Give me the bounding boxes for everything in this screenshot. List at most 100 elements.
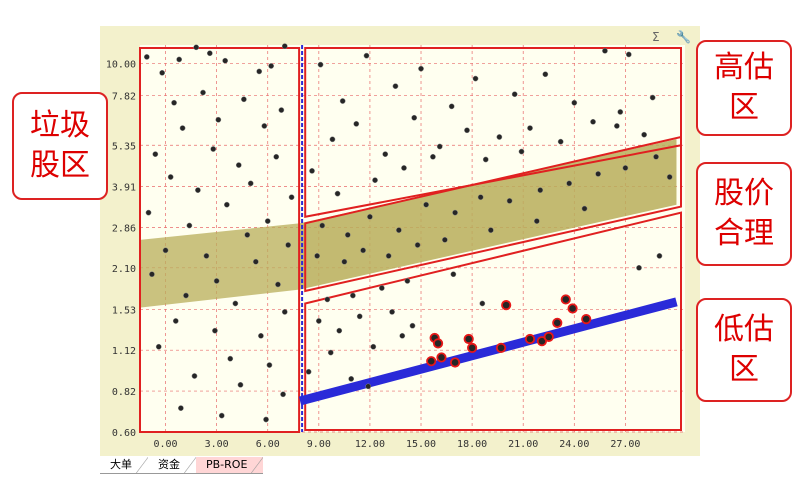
scatter-point [442,236,448,243]
scatter-point [305,368,312,375]
scatter-point [159,69,165,76]
scatter-point [327,349,334,356]
scatter-point [348,376,355,382]
scatter-point [212,327,218,334]
y-tick-label: 5.35 [112,141,136,152]
callout-undervalued-zone: 低估区 [696,298,792,402]
y-tick-label: 0.60 [112,428,136,439]
scatter-point [256,68,263,75]
scatter-point [183,292,189,299]
scatter-point [285,242,292,248]
junk-zone-outline [139,47,301,433]
undervalued-zone-outline [304,211,682,431]
scatter-point [566,180,573,187]
x-tick-label: 15.00 [406,439,436,450]
scatter-point [518,148,525,155]
scatter-point [275,281,281,288]
scatter-point [261,123,268,129]
wrench-icon[interactable]: 🔧 [676,30,691,44]
scatter-point [213,278,220,284]
scatter-point [336,327,343,334]
scatter-point [641,131,647,138]
sigma-icon[interactable]: Σ [652,30,660,44]
scatter-point [309,168,315,174]
scatter-point [399,332,406,339]
scatter-point [666,174,673,180]
scatter-point [317,61,324,68]
scatter-point [479,300,486,307]
scatter-point [244,232,251,238]
scatter-point [452,209,458,216]
scatter-point [178,405,184,411]
scatter-point [423,201,429,208]
scatter-point [341,258,348,265]
scatter-point [496,134,503,140]
scatter-point [448,103,455,110]
scatter-point [396,227,402,233]
scatter-point [360,247,366,254]
scatter-point [152,151,159,157]
scatter-point [155,343,162,350]
scatter-point [656,253,663,259]
scatter-point [162,247,169,254]
scatter-point [314,253,320,259]
y-tick-label: 2.86 [112,223,136,234]
axis-ticks: 0.00 3.00 6.00 9.00 12.00 15.00 18.00 21.00 24.0… [106,59,641,450]
scatter-point [581,205,588,212]
scatter-point [200,89,206,96]
scatter-point [329,136,336,143]
scatter-point [590,118,596,125]
scatter-point [418,65,424,72]
callout-junk-zone: 垃圾股区 [12,92,108,200]
scatter-point [557,138,564,145]
x-tick-label: 24.00 [559,439,589,450]
y-tick-label: 10.00 [106,59,136,70]
scatter-point [595,171,601,177]
scatter-point [252,258,259,265]
scatter-point [258,332,264,339]
scatter-point [266,362,273,368]
scatter-point [339,98,346,104]
scatter-point [278,107,285,113]
scatter-point [247,180,254,187]
x-tick-label: 12.00 [355,439,385,450]
highlighted-point [567,303,578,314]
scatter-point [145,209,152,216]
highlighted-point [463,333,474,345]
tab-big-order[interactable]: 大单 [100,457,148,474]
bottom-tabs: 大单 资金 PB-ROE [100,457,264,474]
scatter-point [385,253,392,259]
scatter-point [172,318,179,324]
scatter-point [237,381,244,388]
scatter-point [241,96,247,103]
scatter-point [167,174,174,180]
scatter-point [430,153,436,160]
scatter-point [571,99,578,106]
tab-pb-roe[interactable]: PB-ROE [196,457,264,474]
highlighted-point [495,342,507,353]
highlighted-points [426,294,592,368]
y-tick-label: 0.82 [112,387,136,398]
scatter-point [334,190,341,197]
scatter-point [273,153,280,160]
scatter-point [365,383,372,390]
scatter-point [511,91,518,98]
undervalued-line [298,297,678,406]
x-tick-label: 3.00 [205,439,229,450]
scatter-point [370,343,377,350]
scatter-point [542,71,549,78]
scatter-point [533,218,540,224]
scatter-point [224,201,230,208]
scatter-point [171,99,177,106]
scatter-point [288,194,295,201]
scatter-point [176,56,183,63]
tab-capital[interactable]: 资金 [148,457,196,474]
y-tick-label: 1.12 [112,346,136,357]
highlighted-point [467,342,478,353]
scatter-point [222,57,229,64]
scatter-point [186,222,193,229]
scatter-points [143,43,673,423]
y-tick-label: 3.91 [112,182,136,193]
scatter-point [382,151,389,157]
